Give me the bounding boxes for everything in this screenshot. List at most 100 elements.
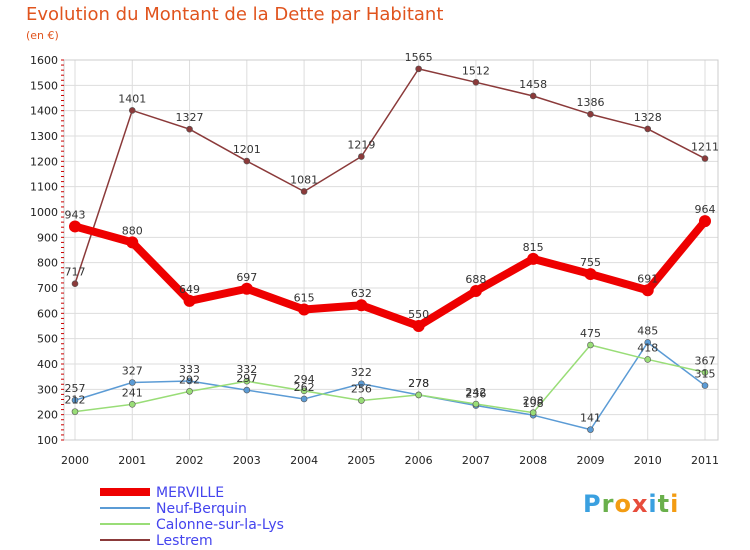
data-label: 333 <box>179 363 200 376</box>
data-point <box>243 377 251 385</box>
data-point <box>701 369 709 376</box>
y-tick-label: 1100 <box>30 181 58 194</box>
legend-label: Calonne-sur-la-Lys <box>156 517 284 533</box>
data-label: 1327 <box>176 111 204 124</box>
y-tick-label: 1400 <box>30 105 58 118</box>
data-label: 632 <box>351 287 372 300</box>
data-point <box>71 408 79 415</box>
chart-title: Evolution du Montant de la Dette par Hab… <box>26 4 444 25</box>
series-line-neuf-berquin <box>74 341 706 431</box>
y-tick-label: 1000 <box>30 206 58 219</box>
x-tick-label: 2001 <box>118 454 146 467</box>
logo-letter: P <box>583 490 602 518</box>
data-label: 550 <box>408 308 429 321</box>
data-point <box>243 157 251 165</box>
y-tick-label: 1200 <box>30 155 58 168</box>
y-tick-label: 400 <box>37 358 58 371</box>
data-label: 257 <box>65 382 86 395</box>
data-point <box>358 380 365 388</box>
data-label: 327 <box>122 364 143 377</box>
y-tick-label: 300 <box>37 383 58 396</box>
y-tick-label: 1500 <box>30 79 58 92</box>
data-label: 691 <box>637 272 658 285</box>
x-tick-label: 2011 <box>691 454 719 467</box>
data-label: 880 <box>122 224 143 237</box>
y-tick-label: 1600 <box>30 54 58 67</box>
data-label: 367 <box>695 354 716 367</box>
data-point <box>587 110 594 118</box>
data-label: 1565 <box>405 51 433 64</box>
data-point <box>587 426 594 433</box>
data-label: 1201 <box>233 143 261 156</box>
y-tick-label: 800 <box>37 257 58 270</box>
data-point <box>472 400 480 408</box>
data-label: 294 <box>294 373 315 386</box>
data-label: 615 <box>294 292 315 305</box>
data-point <box>529 409 537 416</box>
y-tick-label: 900 <box>37 231 58 244</box>
data-point <box>358 153 365 160</box>
series-line-merville <box>71 217 709 330</box>
data-label: 418 <box>637 341 658 354</box>
data-label: 297 <box>236 372 257 385</box>
data-label: 943 <box>65 208 86 221</box>
data-label: 322 <box>351 366 372 379</box>
chart-subtitle: (en €) <box>26 29 59 42</box>
x-tick-label: 2003 <box>233 454 261 467</box>
data-label: 815 <box>523 241 544 254</box>
data-point <box>472 78 480 86</box>
data-label: 1328 <box>634 111 662 124</box>
y-tick-label: 700 <box>37 282 58 295</box>
data-label: 1211 <box>691 141 719 154</box>
y-tick-label: 100 <box>37 434 58 447</box>
x-tick-label: 2005 <box>347 454 375 467</box>
data-label: 649 <box>179 283 200 296</box>
data-point <box>186 377 193 385</box>
data-label: 1512 <box>462 64 490 77</box>
data-point <box>527 252 540 265</box>
plot-frame <box>63 59 719 441</box>
data-label: 198 <box>523 397 544 410</box>
data-point <box>128 107 136 114</box>
data-point <box>584 268 597 281</box>
data-point <box>641 284 654 297</box>
data-label: 755 <box>580 256 601 269</box>
data-label: 688 <box>465 273 486 286</box>
data-point <box>415 65 422 73</box>
data-point <box>128 379 136 386</box>
data-point <box>183 294 196 307</box>
data-label: 1386 <box>576 96 604 109</box>
data-point <box>529 92 537 100</box>
y-tick-label: 600 <box>37 307 58 320</box>
data-label: 208 <box>523 395 544 408</box>
data-point <box>126 236 139 249</box>
data-point <box>644 356 652 363</box>
data-label: 212 <box>65 394 86 407</box>
data-label: 262 <box>294 381 315 394</box>
data-point <box>186 125 193 133</box>
data-point <box>699 215 711 228</box>
data-point <box>415 391 422 399</box>
data-label: 1219 <box>347 139 375 152</box>
logo-letter: o <box>614 490 632 518</box>
data-point <box>71 396 79 404</box>
data-point <box>358 397 365 404</box>
data-point <box>701 382 709 389</box>
legend-label: Neuf-Berquin <box>156 501 247 517</box>
data-point <box>298 303 311 316</box>
data-point <box>412 320 425 332</box>
data-point <box>300 395 308 403</box>
proxiti-logo: Proxiti <box>583 490 679 518</box>
data-label: 278 <box>408 377 429 390</box>
x-tick-label: 2010 <box>634 454 662 467</box>
data-label: 1081 <box>290 173 318 186</box>
x-tick-label: 2009 <box>576 454 604 467</box>
data-label: 475 <box>580 327 601 340</box>
series-line-lestrem <box>74 68 706 285</box>
x-tick-label: 2006 <box>405 454 433 467</box>
data-point <box>128 400 136 408</box>
data-point <box>240 282 253 295</box>
data-point <box>469 285 482 298</box>
logo-letter: x <box>631 490 649 518</box>
data-point <box>644 125 652 133</box>
